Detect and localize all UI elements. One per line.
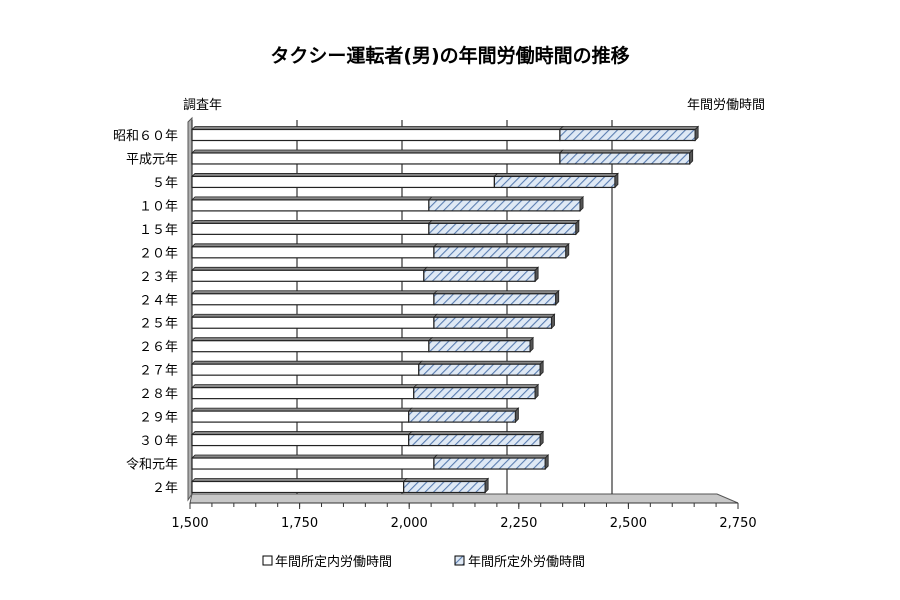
x-tick-label: 2,750 (719, 516, 756, 531)
x-tick-label: 2,500 (610, 516, 647, 531)
chart-title: タクシー運転者(男)の年間労働時間の推移 (270, 44, 629, 67)
bar-scheduled (191, 222, 430, 235)
bar-scheduled (191, 316, 435, 329)
bar-scheduled (191, 128, 561, 142)
legend-label-overtime: 年間所定外労働時間 (468, 555, 585, 570)
category-label: ２８年 (139, 387, 178, 402)
category-label: ２年 (152, 481, 178, 496)
category-label: 昭和６０年 (113, 129, 178, 144)
category-label: ２０年 (139, 246, 178, 261)
bar-scheduled (191, 457, 435, 470)
bar-overtime (433, 293, 557, 306)
bar-overtime (403, 480, 486, 494)
bar-scheduled (191, 340, 430, 353)
y-axis-label: 調査年 (183, 98, 222, 113)
bar-end-face (539, 430, 544, 447)
bar-scheduled (191, 175, 495, 189)
bar-overtime (428, 222, 577, 235)
category-label: １５年 (139, 223, 178, 238)
bar-scheduled (191, 410, 410, 423)
bar-overtime (413, 387, 536, 400)
bar-end-face (534, 383, 539, 400)
bar-end-face (484, 477, 489, 494)
bar-end-face (529, 336, 534, 353)
bar-end-face (579, 195, 584, 212)
x-tick-label: 2,250 (500, 516, 537, 531)
bar-end-face (565, 242, 570, 259)
bar-scheduled (191, 246, 435, 259)
bar-overtime (428, 199, 581, 212)
bar-end-face (534, 266, 539, 283)
bar-overtime (559, 152, 691, 165)
legend-swatch-scheduled (262, 555, 273, 566)
bar-overtime (423, 269, 536, 282)
category-label: ３０年 (139, 434, 178, 449)
category-label: ５年 (152, 176, 178, 191)
category-label: ２５年 (139, 317, 178, 332)
bar-end-face (551, 313, 555, 330)
category-label: ２６年 (139, 340, 178, 355)
bar-overtime (433, 246, 567, 259)
bar-scheduled (191, 387, 415, 400)
bar-end-face (539, 360, 544, 377)
category-label: ２９年 (139, 411, 178, 426)
bar-end-face (544, 454, 549, 470)
category-label: ２４年 (139, 293, 178, 308)
bar-overtime (408, 410, 517, 423)
x-tick-label: 1,500 (171, 516, 208, 531)
bar-end-face (555, 289, 560, 306)
bar-scheduled (191, 269, 425, 282)
x-axis-label: 年間労働時間 (687, 98, 765, 113)
bar-scheduled (191, 480, 405, 494)
legend: 年間所定内労働時間 年間所定外労働時間 (262, 554, 585, 570)
bar-scheduled (191, 152, 561, 165)
bar-overtime (428, 340, 531, 353)
bar-end-face (694, 125, 699, 142)
bar-overtime (433, 457, 546, 470)
bar-scheduled (191, 199, 430, 212)
bar-scheduled (191, 293, 435, 306)
bar-scheduled (191, 363, 420, 376)
category-label: １０年 (139, 199, 178, 214)
legend-swatch-overtime (454, 555, 465, 566)
bar-end-face (614, 172, 619, 189)
bar-overtime (433, 316, 553, 329)
bar-overtime (418, 363, 541, 376)
bar-overtime (559, 128, 696, 142)
category-label: 平成元年 (126, 152, 178, 167)
x-tick-label: 2,000 (391, 516, 428, 531)
bar-overtime (408, 433, 541, 447)
bar-scheduled (191, 433, 410, 447)
bar-end-face (515, 407, 519, 424)
x-tick-label: 1,750 (281, 516, 318, 531)
legend-label-scheduled: 年間所定内労働時間 (275, 554, 392, 570)
plot-floor (189, 493, 739, 504)
category-label: 令和元年 (126, 458, 178, 473)
bar-overtime (493, 175, 616, 189)
bar-end-face (689, 149, 694, 165)
category-label: ２７年 (139, 364, 178, 379)
category-label: ２３年 (139, 270, 178, 285)
bar-end-face (575, 219, 580, 236)
